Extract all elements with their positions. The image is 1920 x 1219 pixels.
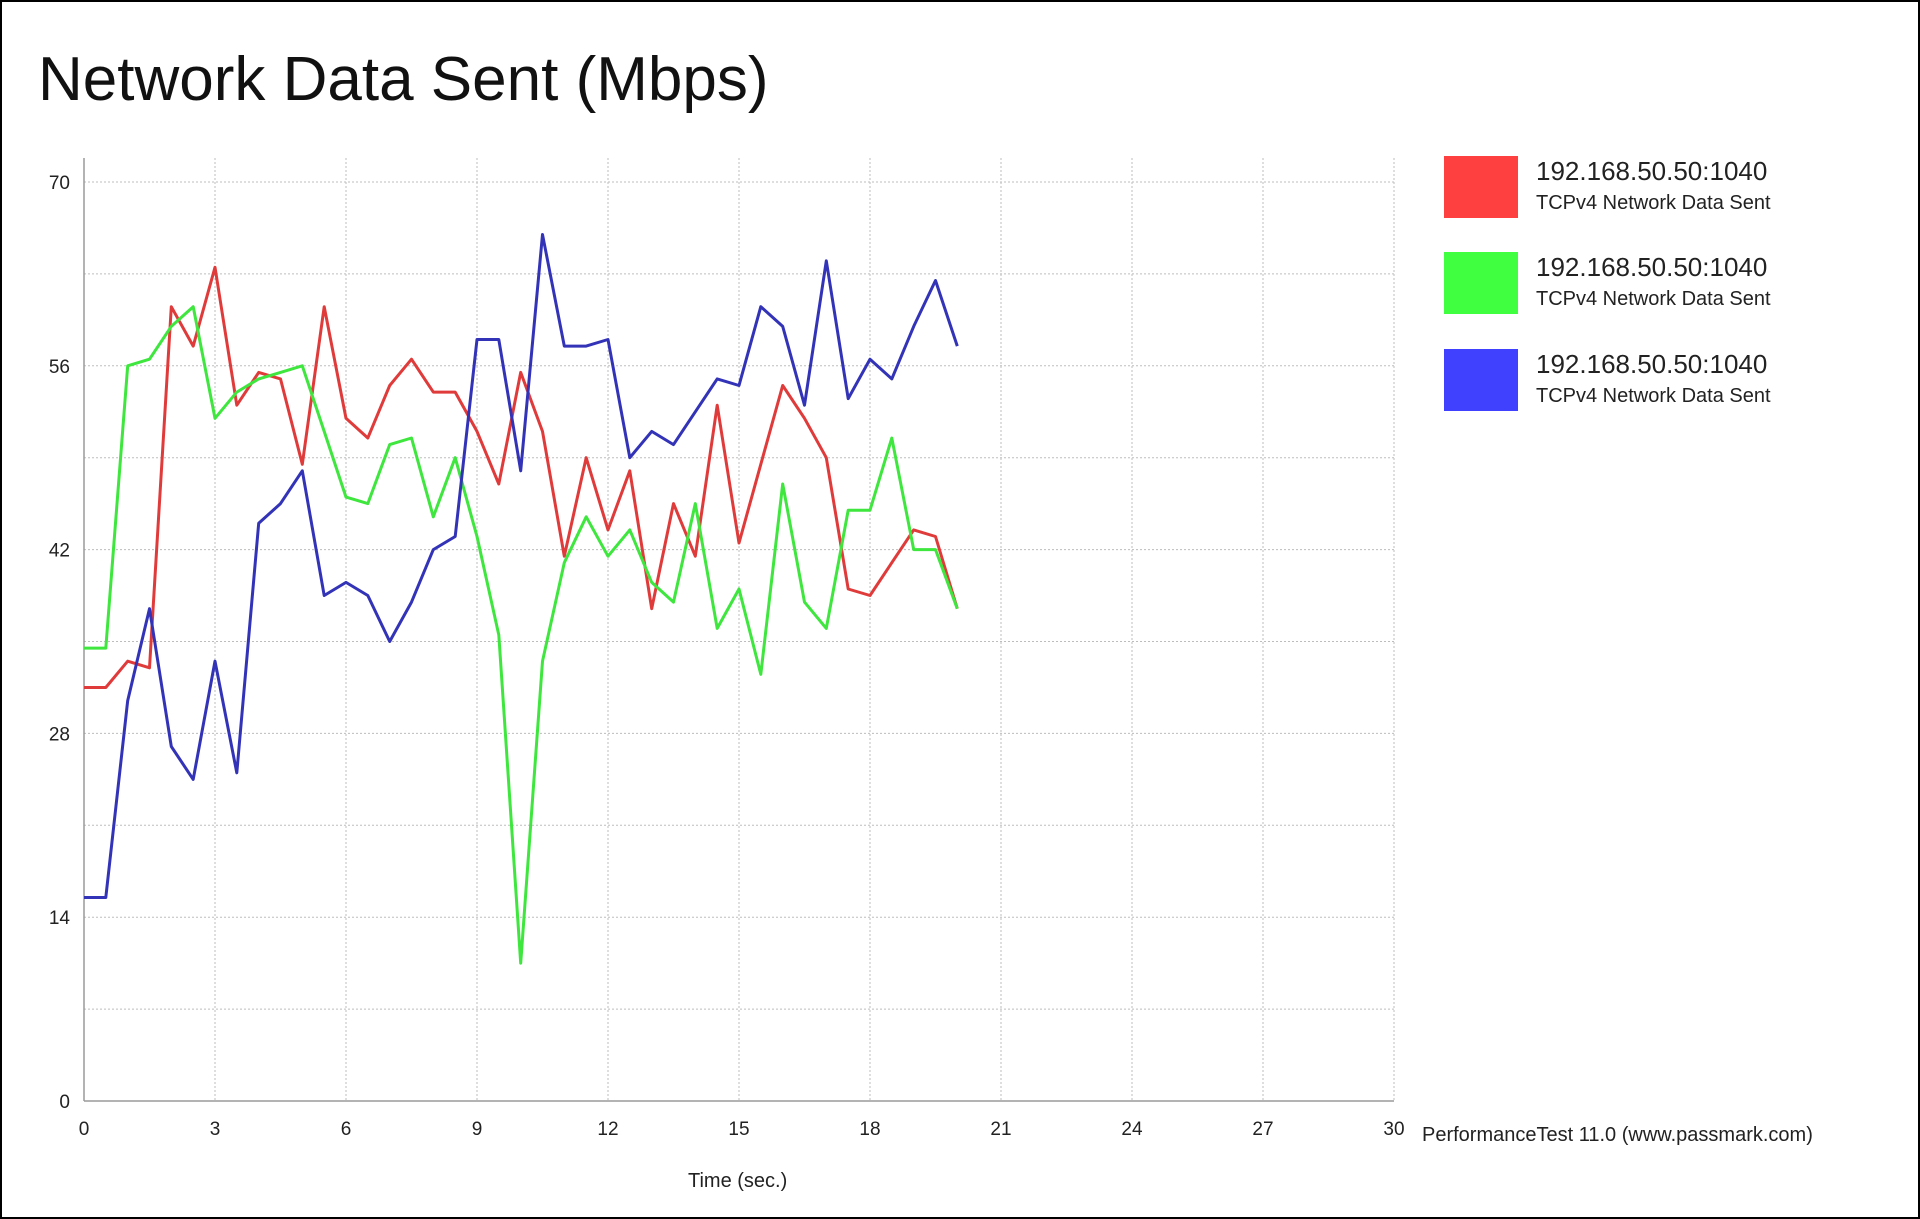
y-tick-label: 0 [59, 1092, 70, 1113]
legend-title: 192.168.50.50:1040 [1536, 156, 1768, 186]
legend-title: 192.168.50.50:1040 [1536, 349, 1768, 379]
legend-item-1: 192.168.50.50:1040 TCPv4 Network Data Se… [1444, 156, 1864, 220]
legend-item-2: 192.168.50.50:1040 TCPv4 Network Data Se… [1444, 252, 1864, 316]
x-tick-label: 9 [472, 1119, 483, 1140]
legend-subtitle: TCPv4 Network Data Sent [1536, 385, 1771, 407]
legend-subtitle: TCPv4 Network Data Sent [1536, 288, 1771, 310]
x-tick-label: 0 [79, 1119, 90, 1140]
legend-swatch-green [1444, 252, 1518, 314]
x-tick-label: 21 [990, 1119, 1011, 1140]
legend-subtitle: TCPv4 Network Data Sent [1536, 192, 1771, 214]
legend-title: 192.168.50.50:1040 [1536, 252, 1768, 282]
y-tick-label: 70 [49, 173, 70, 194]
legend-swatch-red [1444, 156, 1518, 218]
x-tick-label: 12 [597, 1119, 618, 1140]
series-line-1 [84, 265, 959, 689]
y-tick-label: 28 [49, 724, 70, 745]
series-line-2 [84, 305, 959, 965]
legend-swatch-blue [1444, 349, 1518, 411]
y-tick-label: 56 [49, 357, 70, 378]
x-tick-label: 18 [859, 1119, 880, 1140]
x-axis-label: Time (sec.) [688, 1170, 788, 1192]
x-tick-label: 6 [341, 1119, 352, 1140]
x-tick-label: 15 [728, 1119, 749, 1140]
x-tick-label: 24 [1121, 1119, 1143, 1140]
legend-item-3: 192.168.50.50:1040 TCPv4 Network Data Se… [1444, 349, 1864, 413]
watermark-text: PerformanceTest 11.0 (www.passmark.com) [1422, 1124, 1813, 1146]
series-line-3 [84, 233, 959, 899]
x-tick-label: 27 [1252, 1119, 1273, 1140]
y-tick-label: 14 [49, 908, 71, 929]
x-tick-label: 30 [1383, 1119, 1404, 1140]
x-tick-label: 3 [210, 1119, 221, 1140]
y-tick-label: 42 [49, 541, 70, 562]
page-title: Network Data Sent (Mbps) [38, 45, 769, 114]
